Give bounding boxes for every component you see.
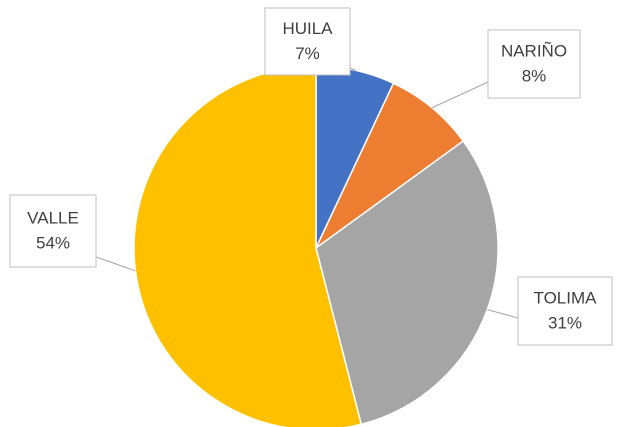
label-box	[487, 29, 581, 99]
label-box	[9, 194, 97, 268]
slice	[133, 65, 363, 427]
value-label: 54%	[36, 233, 70, 252]
label-box	[517, 276, 613, 346]
category-label: NARIÑO	[501, 41, 567, 60]
category-label: HUILA	[282, 19, 333, 38]
value-label: 7%	[295, 44, 320, 63]
category-label: VALLE	[27, 208, 79, 227]
leader-line	[349, 67, 356, 71]
slices	[133, 65, 499, 427]
slice	[315, 139, 499, 426]
category-label: TOLIMA	[534, 288, 598, 307]
label-box	[264, 7, 351, 76]
value-label: 8%	[522, 66, 547, 85]
slice	[315, 82, 465, 249]
leader-line	[95, 256, 136, 272]
value-label: 31%	[548, 313, 582, 332]
labels: HUILA 7% NARIÑO 8% TOLIMA 31% VALLE 54%	[9, 7, 613, 346]
leader-line	[431, 81, 489, 109]
leader-line	[487, 309, 519, 319]
